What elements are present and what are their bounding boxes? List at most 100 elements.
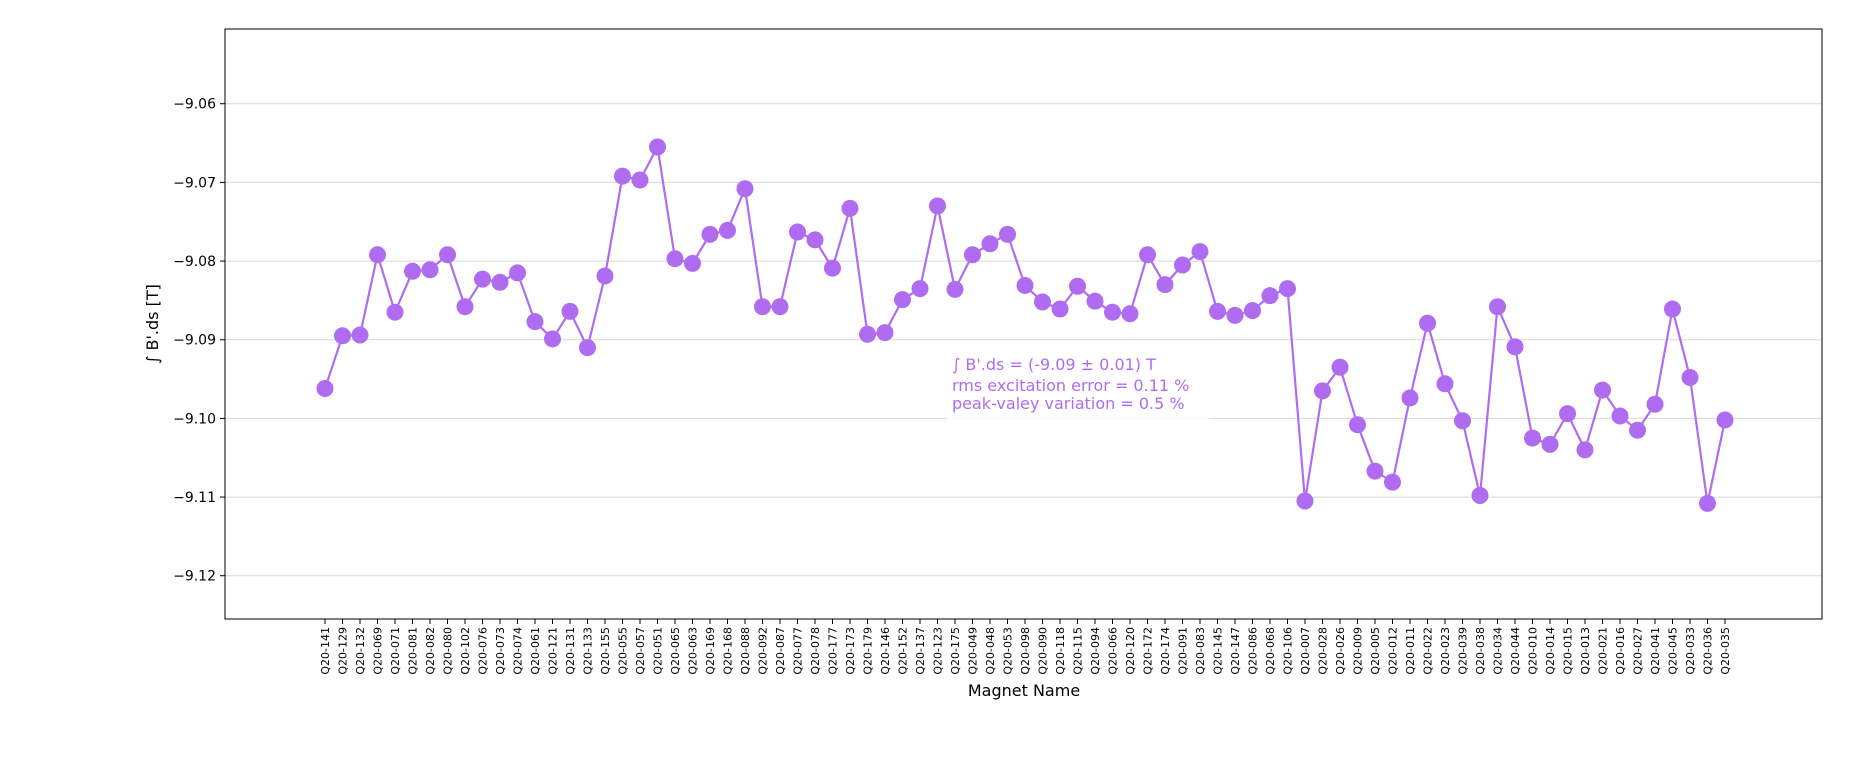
data-series <box>316 138 1734 512</box>
data-point <box>1489 298 1506 316</box>
x-tick-label: Q20-086 <box>1247 627 1260 675</box>
annotation-line-3: peak-valey variation = 0.5 % <box>952 394 1185 413</box>
data-point <box>526 313 544 331</box>
x-tick-label: Q20-039 <box>1457 627 1470 675</box>
x-tick-label: Q20-173 <box>844 627 857 675</box>
data-point <box>1471 486 1489 504</box>
data-point <box>789 223 806 241</box>
data-point <box>474 270 491 288</box>
data-point <box>1559 405 1576 423</box>
data-point <box>946 280 964 298</box>
y-tick-label: −9.09 <box>173 333 216 349</box>
x-tick-label: Q20-038 <box>1474 627 1487 675</box>
x-tick-label: Q20-094 <box>1089 627 1102 675</box>
data-point <box>509 264 526 282</box>
y-tick-label: −9.07 <box>173 175 216 191</box>
x-tick-label: Q20-061 <box>529 627 542 675</box>
y-axis-ticks: −9.06 −9.07 −9.08 −9.09 −9.10 −9.11 −9.12 <box>173 97 225 585</box>
data-point <box>736 180 754 198</box>
x-tick-label: Q20-035 <box>1719 627 1732 675</box>
x-tick-label: Q20-123 <box>932 627 945 675</box>
y-tick-label: −9.10 <box>173 411 216 427</box>
x-tick-label: Q20-016 <box>1614 627 1627 675</box>
data-point <box>1576 441 1594 459</box>
data-point <box>1401 389 1419 407</box>
x-tick-label: Q20-087 <box>774 627 787 675</box>
x-tick-label: Q20-048 <box>984 627 997 675</box>
data-point <box>1331 358 1349 376</box>
data-point <box>929 197 946 215</box>
x-tick-label: Q20-028 <box>1317 627 1330 675</box>
y-tick-label: −9.11 <box>173 490 216 506</box>
data-point <box>771 298 789 316</box>
x-tick-label: Q20-078 <box>809 627 822 675</box>
x-tick-label: Q20-068 <box>1264 627 1277 675</box>
x-tick-label: Q20-088 <box>739 627 752 675</box>
x-tick-label: Q20-014 <box>1544 627 1557 675</box>
x-tick-label: Q20-026 <box>1334 627 1347 675</box>
data-point <box>1524 429 1541 447</box>
x-tick-label: Q20-091 <box>1177 627 1190 675</box>
data-point <box>859 325 876 343</box>
x-tick-label: Q20-172 <box>1142 627 1155 675</box>
y-tick-label: −9.12 <box>173 569 216 585</box>
data-point <box>1716 411 1734 429</box>
x-tick-label: Q20-005 <box>1369 627 1382 675</box>
x-tick-label: Q20-129 <box>337 627 350 675</box>
data-point <box>964 246 981 264</box>
data-point <box>999 225 1016 243</box>
x-tick-label: Q20-034 <box>1492 627 1505 675</box>
x-tick-label: Q20-146 <box>879 627 892 675</box>
x-tick-label: Q20-080 <box>442 627 455 675</box>
x-tick-label: Q20-044 <box>1509 627 1522 675</box>
x-tick-label: Q20-063 <box>687 627 700 675</box>
data-point <box>1296 492 1314 510</box>
x-tick-label: Q20-174 <box>1159 627 1172 675</box>
data-point <box>1664 300 1681 318</box>
x-tick-label: Q20-057 <box>634 627 647 675</box>
data-point <box>1541 435 1559 453</box>
data-point <box>684 254 701 272</box>
data-point <box>316 380 334 398</box>
x-tick-label: Q20-118 <box>1054 627 1067 675</box>
plot-frame <box>224 28 1823 620</box>
x-tick-label: Q20-147 <box>1229 627 1242 675</box>
y-tick-label: −9.08 <box>173 254 216 270</box>
data-point <box>1454 412 1471 430</box>
data-point <box>1104 303 1121 321</box>
data-point <box>1244 302 1261 320</box>
x-tick-label: Q20-073 <box>494 627 507 675</box>
x-tick-label: Q20-081 <box>407 627 420 675</box>
data-point <box>824 259 841 277</box>
data-point <box>369 246 386 264</box>
x-tick-label: Q20-132 <box>354 627 367 675</box>
x-tick-label: Q20-015 <box>1562 627 1575 675</box>
annotation-line-2: rms excitation error = 0.11 % <box>952 376 1189 395</box>
data-point <box>596 267 614 285</box>
x-tick-label: Q20-145 <box>1212 627 1225 675</box>
x-tick-label: Q20-177 <box>827 627 840 675</box>
y-axis-label: ∫ B'.ds [T] <box>143 284 162 364</box>
data-point <box>386 303 404 321</box>
x-tick-label: Q20-152 <box>897 627 910 675</box>
x-tick-label: Q20-051 <box>652 627 665 675</box>
x-axis-ticks: Q20-141 Q20-129 Q20-132 Q20-069 Q20-071 Q20-0… <box>319 619 1732 675</box>
x-axis-label: Magnet Name <box>968 681 1080 700</box>
data-point <box>1611 407 1629 425</box>
x-tick-label: Q20-076 <box>477 627 490 675</box>
data-point <box>1156 276 1174 294</box>
data-point <box>666 250 684 268</box>
data-point <box>1139 246 1156 264</box>
stats-annotation: ∫ B'.ds = (-9.09 ± 0.01) T rms excitatio… <box>947 348 1209 420</box>
x-tick-label: Q20-175 <box>949 627 962 675</box>
x-tick-label: Q20-013 <box>1579 627 1592 675</box>
x-tick-label: Q20-131 <box>564 627 577 675</box>
x-tick-label: Q20-065 <box>669 627 682 675</box>
data-point <box>1069 277 1086 295</box>
x-tick-label: Q20-009 <box>1352 627 1365 675</box>
data-point <box>649 138 666 156</box>
x-tick-label: Q20-011 <box>1404 627 1417 675</box>
data-point <box>404 262 421 280</box>
data-point <box>1366 462 1384 480</box>
data-point <box>1121 305 1139 323</box>
